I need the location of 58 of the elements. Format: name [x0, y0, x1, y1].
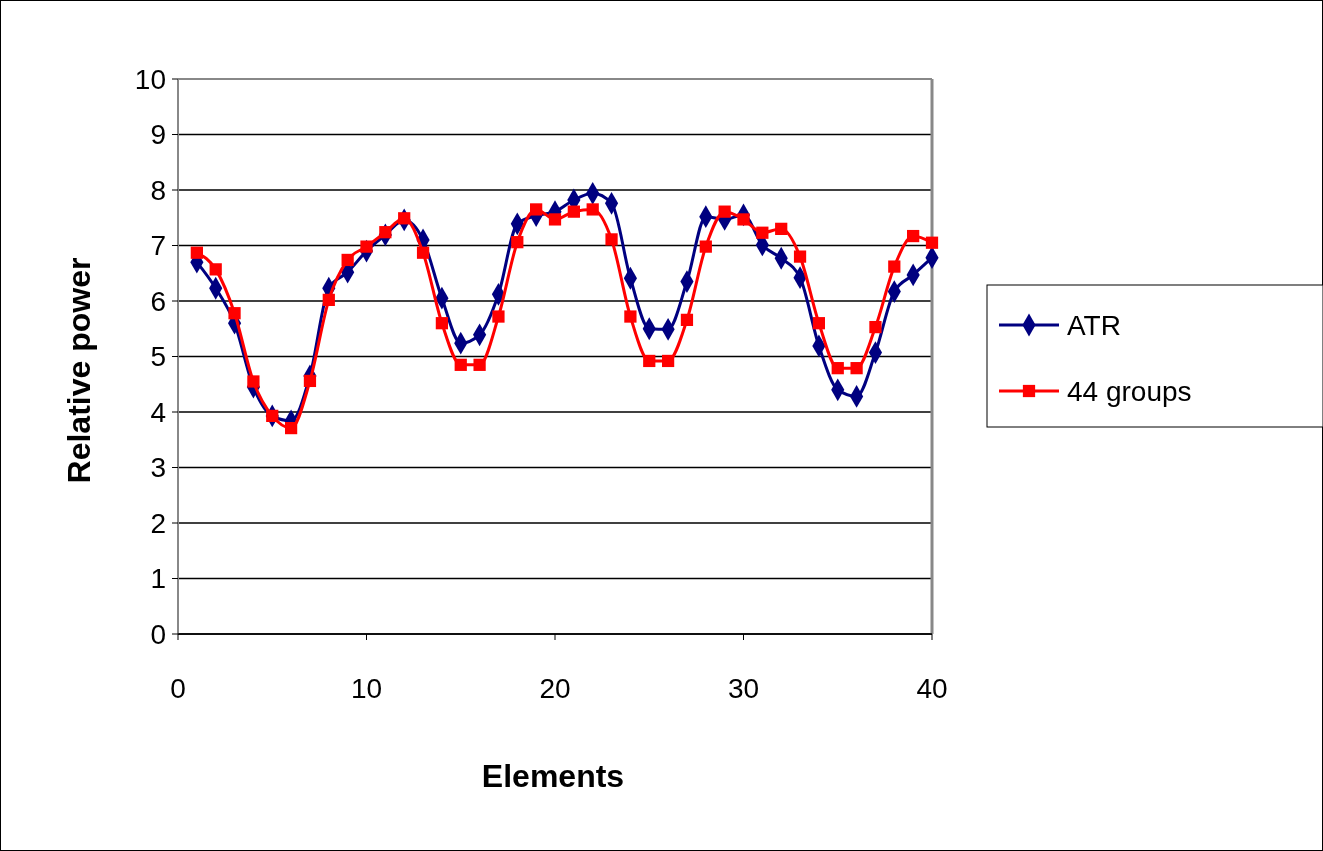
point [680, 313, 694, 326]
point [831, 362, 844, 375]
point [548, 213, 562, 226]
point [888, 260, 901, 273]
y-tick-label: 4 [150, 396, 166, 428]
y-tick-label: 5 [150, 341, 166, 372]
point [322, 293, 335, 307]
y-tick-label: 8 [150, 174, 166, 206]
point [869, 320, 882, 334]
point [284, 421, 298, 435]
y-tick-label: 10 [134, 63, 166, 95]
y-axis-title: Relative power [61, 257, 97, 484]
point [473, 358, 486, 371]
y-tick-label: 2 [150, 507, 166, 539]
point [756, 226, 769, 239]
x-tick-label: 20 [539, 673, 571, 704]
point [416, 246, 430, 259]
y-tick-label: 6 [150, 285, 166, 317]
point [850, 362, 863, 375]
point [228, 307, 241, 320]
point [812, 317, 826, 330]
point [341, 253, 354, 267]
point [586, 203, 599, 216]
point [190, 246, 203, 259]
legend-label: 44 groups [1067, 375, 1192, 407]
point [360, 240, 373, 253]
point [454, 358, 467, 371]
legend-label: ATR [1067, 309, 1121, 341]
point [793, 250, 807, 263]
x-axis-title: Elements [481, 758, 625, 794]
x-tick-label: 30 [727, 673, 760, 704]
point [907, 229, 920, 243]
point [737, 213, 750, 226]
point [530, 203, 543, 216]
point [492, 310, 505, 323]
x-tick-label: 10 [350, 673, 383, 704]
point [643, 354, 656, 368]
point [699, 240, 712, 253]
y-tick-label: 3 [150, 452, 166, 483]
point [247, 375, 260, 388]
point [718, 205, 731, 218]
point [661, 354, 675, 368]
point [605, 233, 618, 246]
point [435, 317, 449, 330]
point [266, 409, 279, 423]
point [209, 263, 222, 276]
point [775, 222, 788, 235]
x-tick-label: 40 [916, 673, 948, 704]
point [303, 374, 317, 388]
y-tick-label: 1 [150, 563, 166, 594]
y-tick-label: 7 [150, 230, 166, 261]
point [511, 236, 524, 249]
y-tick-label: 9 [150, 119, 166, 150]
y-tick-label: 0 [150, 618, 166, 650]
point [925, 236, 939, 249]
x-tick-label: 0 [170, 673, 186, 704]
point [624, 310, 637, 323]
point [567, 205, 580, 218]
